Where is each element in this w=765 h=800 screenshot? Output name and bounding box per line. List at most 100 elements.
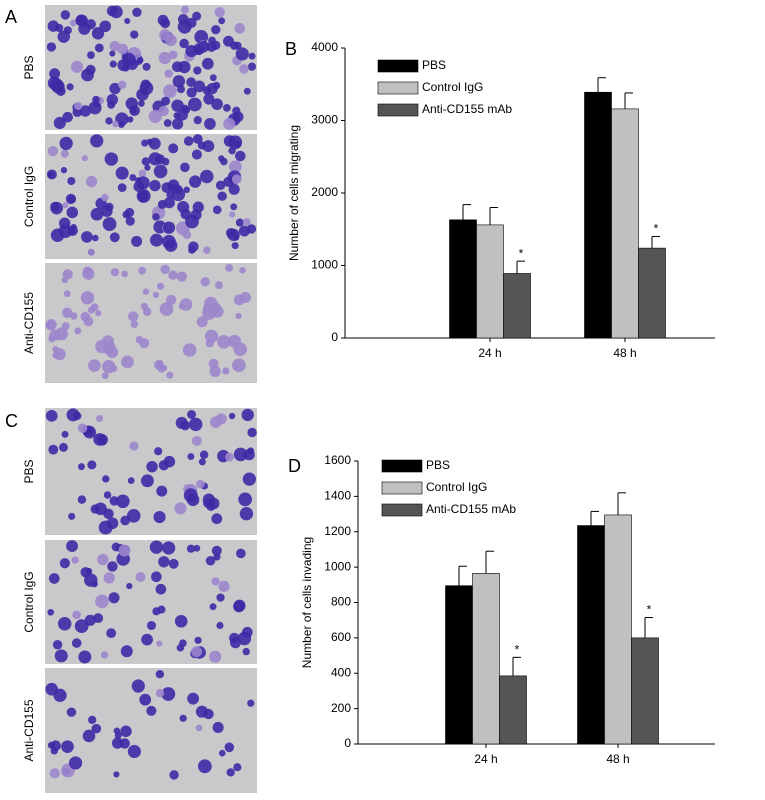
cell — [118, 80, 127, 89]
cell — [224, 452, 234, 462]
cell — [159, 302, 174, 316]
y-tick-label: 800 — [331, 595, 351, 609]
bar — [611, 108, 639, 339]
cell — [55, 86, 66, 96]
cell — [197, 759, 212, 774]
cell — [82, 266, 93, 277]
cell — [140, 474, 154, 488]
cell — [232, 358, 246, 373]
cell — [190, 209, 202, 221]
cell — [183, 136, 194, 146]
cell — [109, 232, 120, 243]
cell — [183, 488, 198, 503]
cell — [66, 83, 74, 91]
legend-label: Control IgG — [426, 480, 487, 494]
cell — [236, 548, 246, 559]
cell — [162, 541, 176, 555]
cell — [235, 47, 249, 61]
bar — [604, 514, 632, 745]
cell — [63, 290, 71, 298]
cell — [122, 52, 136, 67]
cell — [216, 621, 224, 630]
legend-swatch — [381, 459, 423, 473]
cell — [149, 540, 164, 554]
cell — [153, 164, 168, 179]
cell — [231, 242, 239, 250]
cell — [242, 647, 250, 656]
cell — [146, 460, 158, 473]
cell — [81, 68, 94, 82]
cell — [173, 184, 183, 194]
y-tick-label: 1200 — [324, 524, 351, 538]
cell — [218, 17, 226, 25]
cell — [202, 140, 215, 153]
cell — [96, 434, 108, 446]
cell — [156, 282, 165, 290]
cell — [120, 645, 133, 658]
cell — [247, 699, 255, 707]
cell — [188, 417, 203, 432]
cell — [88, 101, 102, 115]
cell — [235, 312, 242, 320]
cell — [108, 592, 120, 604]
cell — [153, 511, 166, 524]
cell — [186, 544, 196, 553]
cell — [180, 162, 190, 173]
cell — [48, 573, 60, 584]
cell — [146, 620, 157, 631]
legend-swatch — [381, 503, 423, 517]
cell — [186, 87, 197, 98]
cell — [109, 40, 120, 52]
cell — [142, 288, 150, 296]
cell — [176, 271, 187, 282]
cell — [146, 705, 157, 716]
cell — [47, 20, 60, 32]
cell — [209, 74, 217, 82]
cell — [96, 414, 104, 423]
cell — [107, 561, 118, 572]
cell — [215, 180, 226, 191]
cell — [132, 7, 142, 17]
cell — [60, 149, 69, 158]
cell — [88, 359, 101, 372]
cell — [154, 447, 163, 456]
cell — [233, 600, 245, 613]
cell — [149, 233, 163, 247]
cell — [48, 444, 59, 455]
cell — [197, 40, 210, 53]
cell — [136, 88, 149, 101]
cell — [187, 97, 202, 112]
legend-label: Anti-CD155 mAb — [422, 102, 512, 116]
cell — [126, 509, 141, 523]
cell — [47, 146, 59, 157]
cell — [106, 628, 117, 639]
cell — [139, 693, 152, 706]
cell — [116, 494, 130, 509]
cell — [115, 166, 129, 180]
cell — [62, 307, 73, 318]
cell — [152, 213, 160, 221]
cell — [71, 638, 82, 648]
cell — [174, 502, 187, 515]
cell — [193, 80, 206, 93]
cell — [169, 770, 179, 780]
cell — [152, 607, 161, 616]
cell — [118, 544, 131, 557]
cell — [195, 705, 209, 718]
cell — [95, 310, 102, 317]
cell — [61, 430, 69, 438]
cell — [228, 183, 240, 195]
cell — [142, 62, 151, 71]
cell — [81, 231, 93, 243]
cell — [164, 69, 174, 78]
cell — [109, 496, 119, 506]
cell — [65, 193, 77, 205]
bar — [584, 91, 612, 339]
cell — [53, 348, 66, 361]
cell — [49, 768, 60, 779]
cell — [239, 267, 246, 274]
cell — [110, 364, 118, 373]
cell — [198, 458, 206, 466]
cell — [90, 504, 100, 514]
